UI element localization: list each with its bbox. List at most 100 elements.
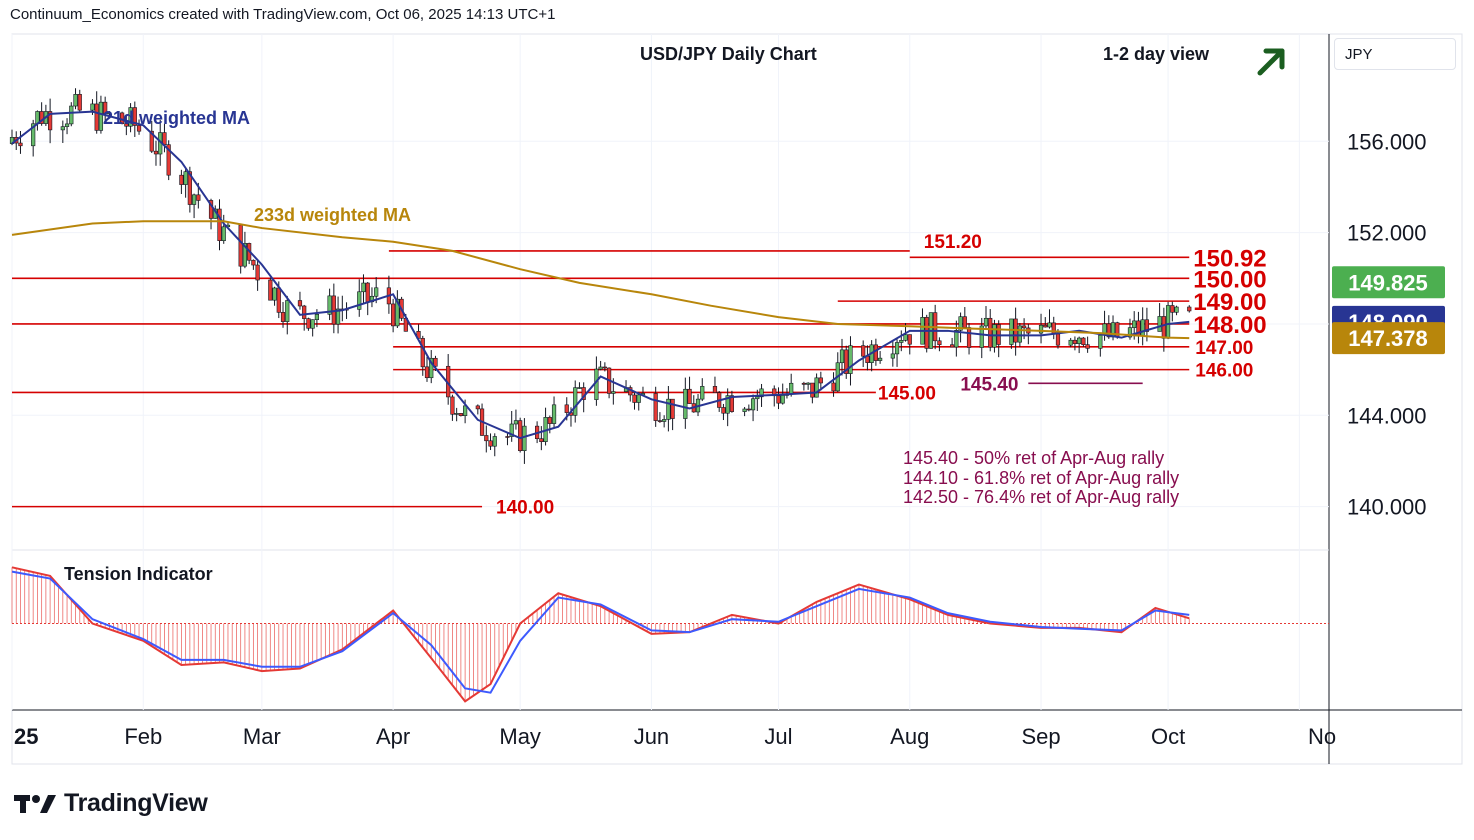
candle-body [513,420,519,425]
annotation-76-4-ret: 142.50 - 76.4% ret of Apr-Aug rally [903,487,1179,507]
candle-body [166,144,171,176]
candle-body [238,224,243,267]
x-tick-label: Jul [764,724,792,749]
candle-body [509,423,514,437]
candle-body [48,111,53,131]
x-tick-label: No [1308,724,1336,749]
tradingview-logo[interactable]: TradingView [14,788,208,818]
x-tick-label: Apr [376,724,410,749]
candle-body [666,398,671,420]
candle-body [962,316,967,328]
ma233-label: 233d weighted MA [254,205,411,225]
level-label: 148.00 [1193,312,1266,339]
candle-body [98,101,104,131]
y-tick-label: 156.000 [1347,129,1427,154]
up-arrow-icon [1257,48,1285,76]
annotation-50-ret: 145.40 - 50% ret of Apr-Aug rally [903,448,1164,468]
candle-body [1081,337,1086,345]
candle-body [848,345,853,374]
candle-body [742,408,747,412]
candle-body [103,101,108,114]
candle-body [302,305,307,319]
candle-body [69,105,74,125]
x-axis: 25 Feb Mar Apr May Jun Jul Aug Sep Oct No [14,724,1336,749]
candle-body [700,386,705,400]
price-badges: 149.825148.090147.378 [1332,266,1445,355]
chart-labels: USD/JPY Daily Chart 1-2 day view 21d wei… [64,44,1285,584]
candle-body [1161,316,1166,339]
candle-body [450,396,455,415]
candle-body [746,408,751,411]
y-tick-label: 140.000 [1347,495,1427,520]
candle-body [335,308,341,325]
candle-body [670,398,675,419]
candle-body [1098,334,1103,349]
candle-body [196,194,201,201]
candle-body [789,382,794,395]
level-label: 147.00 [1195,338,1253,359]
price-badge [1332,322,1445,355]
candle-body [179,174,184,185]
candle-body [327,295,332,315]
candle-body [1047,322,1052,328]
candle-body [687,388,692,404]
price-badge-label: 147.378 [1348,326,1428,351]
candle-body [1021,325,1027,329]
candle-body [1009,318,1014,345]
candle-body [894,342,900,355]
candle-body [983,317,989,327]
candle-body [725,395,730,414]
candle-body [539,438,544,442]
candle-body [958,316,963,331]
candle-body [632,394,637,403]
candle-body [1165,305,1171,339]
candle-body [729,395,735,412]
candle-body [1140,319,1145,336]
currency-selector[interactable]: JPY [1334,38,1456,70]
candle-body [395,298,400,327]
candle-body [750,398,756,411]
candle-body [602,366,607,369]
candle-body [818,377,823,384]
candle-body [90,103,95,111]
candle-body [844,349,849,374]
candle-body [1174,306,1179,313]
candle-body [242,243,248,267]
candle-body [776,395,781,404]
candle-body [31,123,36,147]
y-tick-label: 152.000 [1347,221,1427,246]
moving-averages [11,110,1190,440]
candle-body [297,300,303,307]
tradingview-logo-icon [14,795,56,813]
candle-body [18,142,23,147]
candle-body [458,413,463,416]
candle-body [107,112,112,115]
candle-body [331,295,336,325]
candle-body [954,330,959,348]
candle-body [429,357,434,379]
candle-body [221,226,226,241]
candle-body [454,413,459,415]
candle-body [573,387,578,416]
candle-body [217,208,222,241]
candlesticks [9,88,1192,464]
candle-body [598,366,603,370]
retracement-label: 145.40 [960,374,1018,395]
ma233-line [11,220,1190,340]
candle-body [132,107,137,126]
candle-body [878,357,883,361]
level-label: 140.00 [496,498,554,519]
candle-body [551,404,557,424]
x-tick-label: Aug [890,724,929,749]
candle-body [191,194,197,205]
candle-body [657,420,663,422]
candle-body [1017,325,1022,343]
chart-attribution: Continuum_Economics created with Trading… [10,6,556,23]
candle-body [361,282,366,293]
candle-body [149,130,154,152]
candle-body [60,126,65,131]
tradingview-wordmark: TradingView [64,788,208,817]
candle-body [208,200,214,219]
candle-body [94,103,99,131]
